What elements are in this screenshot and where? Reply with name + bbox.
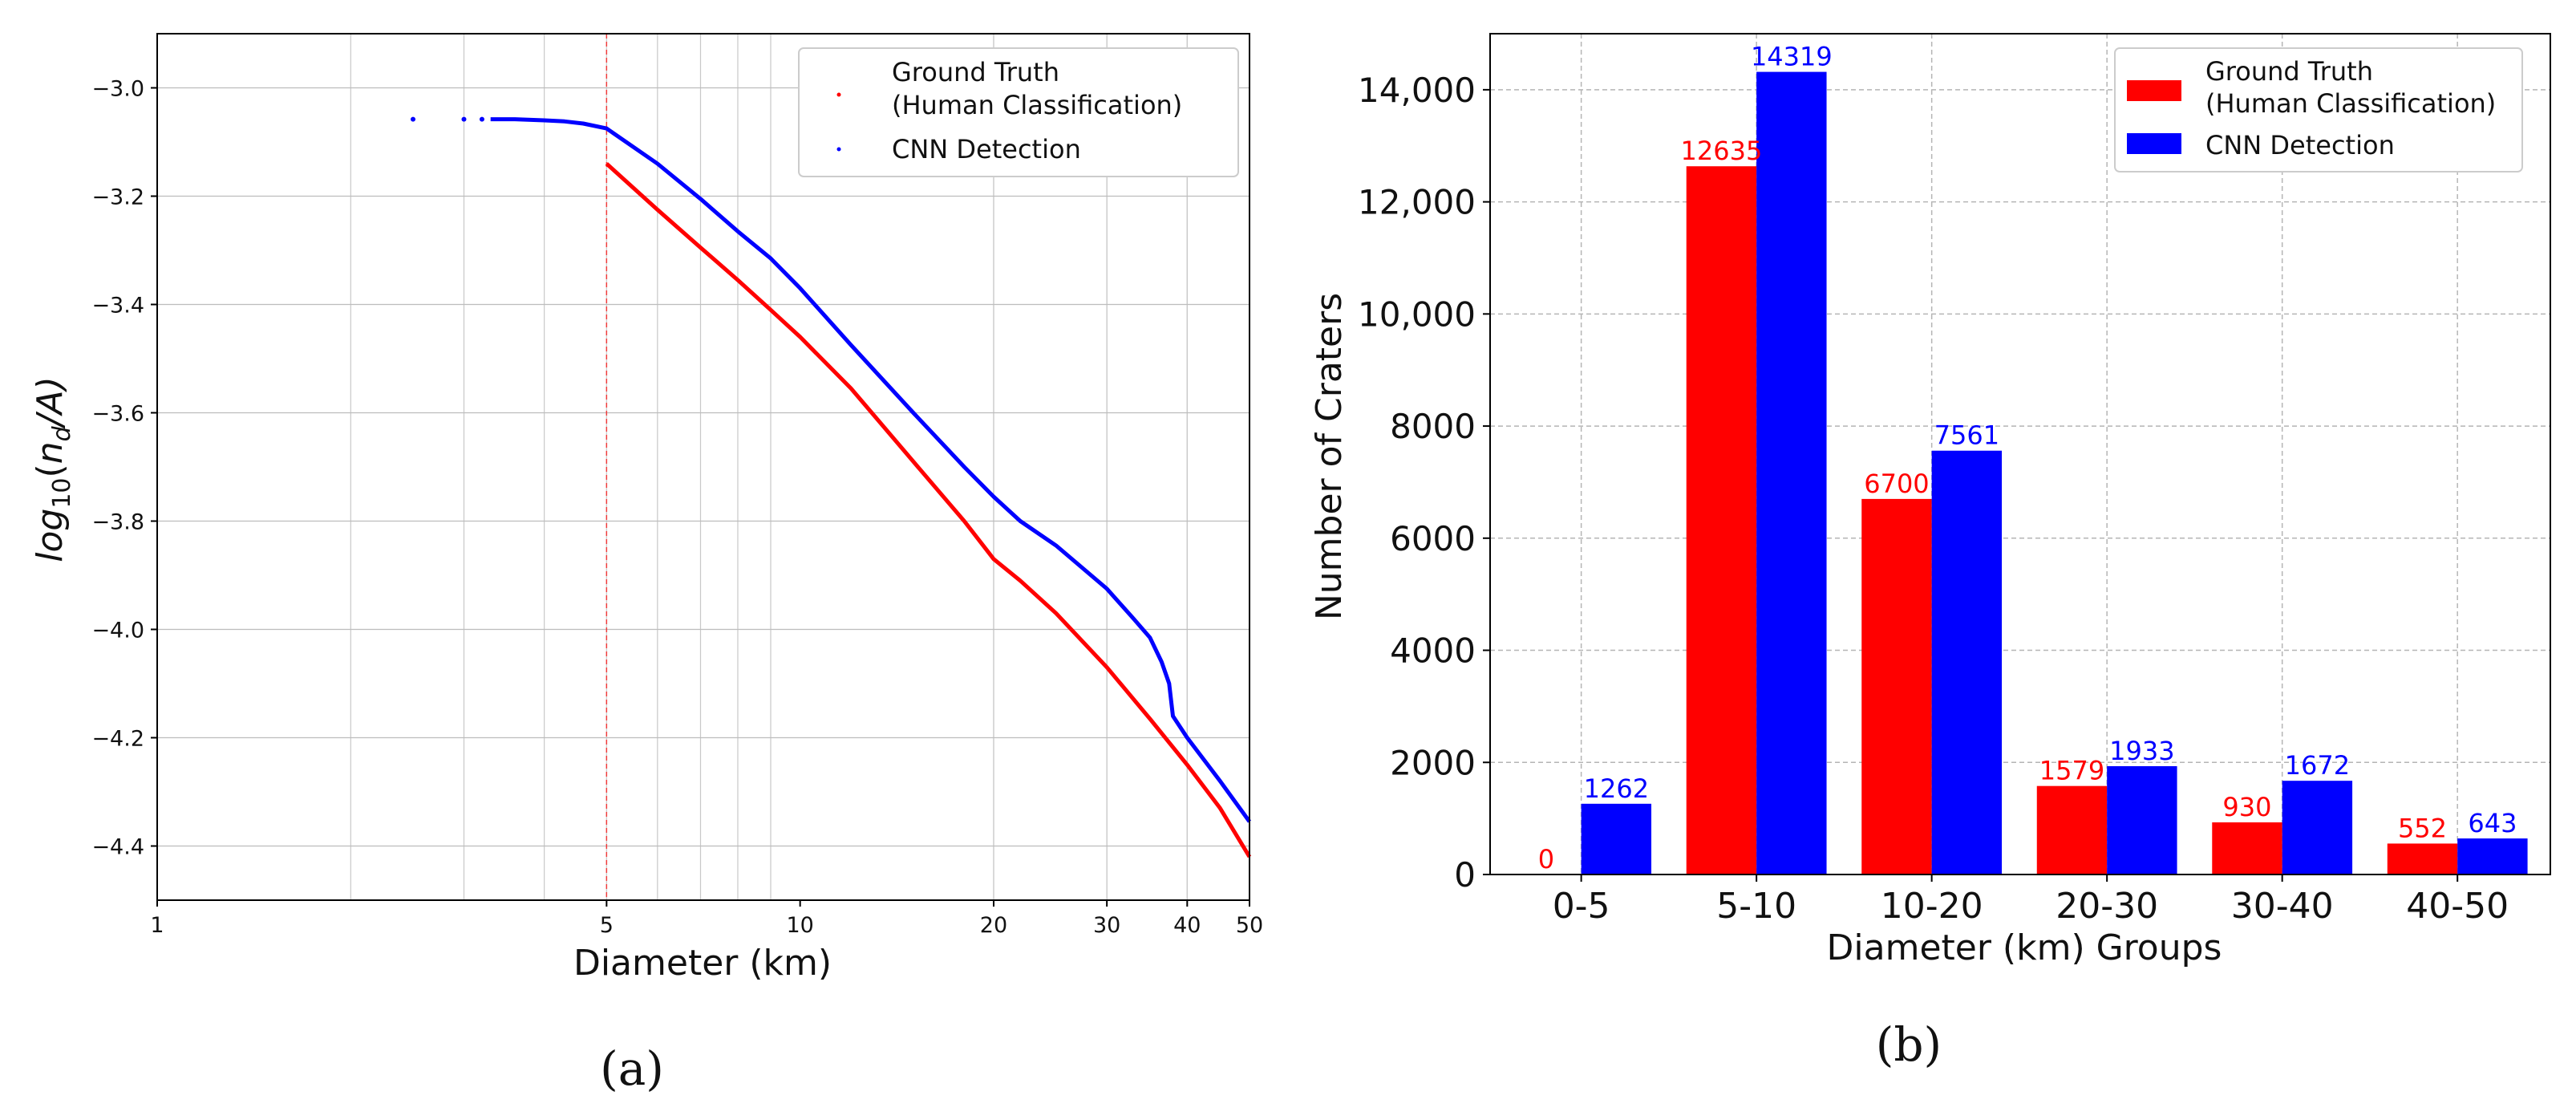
ground-truth-bar-20-30 <box>2036 785 2108 874</box>
chart-b: 0 12635 6700 1579 930 552 1262 14319 7561 1933 167… <box>1309 33 2551 1072</box>
ylabel-rest: /A) <box>30 376 71 429</box>
chart-b-y-tick-label: 14,000 <box>1358 71 1476 110</box>
ground-truth-value-20-30: 1579 <box>2039 756 2104 786</box>
chart-b-x-tick-label: 10-20 <box>1881 886 1983 927</box>
cnn-bar-40-50 <box>2457 838 2528 874</box>
legend-cnn-label: CNN Detection <box>892 134 1081 164</box>
chart-b-legend-box <box>2114 47 2523 172</box>
ground-truth-value-5-10: 12635 <box>1681 136 1763 166</box>
chart-b-y-tick-label: 12,000 <box>1358 183 1476 222</box>
cnn-bar-5-10 <box>1756 71 1827 874</box>
chart-a-y-tick-label: −3.6 <box>91 402 144 427</box>
chart-b-y-tick-label: 6000 <box>1390 519 1476 558</box>
chart-b-frame <box>1489 33 2551 875</box>
chart-a-y-ticks: −3.0 −3.2 −3.4 −3.6 −3.8 −4.0 −4.2 −4.4 <box>91 77 157 860</box>
ylabel-n: n <box>30 441 71 464</box>
cnn-value-10-20: 7561 <box>1934 420 1999 451</box>
ground-truth-line <box>605 162 1252 858</box>
chart-b-y-axis-label: Number of Craters <box>1309 293 1350 620</box>
panel-b-caption: (b) <box>1876 1017 1942 1072</box>
chart-b-y-tick-label: 0 <box>1454 855 1476 895</box>
chart-b-x-tick-label: 40-50 <box>2406 886 2509 927</box>
chart-a-x-tick-label: 10 <box>786 913 813 938</box>
chart-a-y-tick-label: −3.4 <box>91 294 144 319</box>
cnn-bar-20-30 <box>2107 765 2177 874</box>
panel-a-caption: (a) <box>600 1041 664 1096</box>
chart-b-x-tick-label: 5-10 <box>1716 886 1796 927</box>
chart-a-y-tick-label: −3.8 <box>91 510 144 535</box>
cnn-detection-line <box>490 117 1252 823</box>
chart-b-x-tick-label: 30-40 <box>2231 886 2334 927</box>
legend-b-cnn-swatch <box>2127 133 2181 154</box>
chart-a-x-tick-label: 5 <box>600 913 614 938</box>
chart-b-y-ticks: 0 2000 4000 6000 8000 10,000 12,000 14,000 <box>1358 71 1490 895</box>
chart-b-data-labels: 0 12635 6700 1579 930 552 1262 14319 7561 1933 167… <box>1538 42 2517 874</box>
ground-truth-bar-10-20 <box>1861 498 1932 874</box>
ylabel-sub: 10 <box>48 477 76 508</box>
ground-truth-value-40-50: 552 <box>2398 813 2447 843</box>
chart-b-legend: Ground Truth (Human Classification) CNN … <box>2114 47 2523 172</box>
chart-b-y-tick-label: 8000 <box>1390 407 1476 446</box>
chart-b-y-tick-label: 4000 <box>1390 631 1476 671</box>
cnn-value-40-50: 643 <box>2468 808 2517 838</box>
chart-a-y-tick-label: −4.4 <box>91 835 144 860</box>
chart-b-x-ticks: 0-5 5-10 10-20 20-30 30-40 40-50 <box>1553 874 2509 927</box>
legend-gt-marker <box>836 92 841 97</box>
chart-b-y-tick-label: 10,000 <box>1358 294 1476 334</box>
chart-a-x-tick-label: 50 <box>1236 913 1263 938</box>
chart-a-y-tick-label: −3.0 <box>91 77 144 102</box>
cnn-bar-10-20 <box>1931 450 2003 874</box>
chart-a-x-tick-label: 1 <box>150 913 164 938</box>
legend-b-cnn-label: CNN Detection <box>2205 130 2395 160</box>
legend-gt-label-1: Ground Truth <box>892 57 1059 87</box>
legend-b-gt-label-2: (Human Classification) <box>2205 88 2496 119</box>
chart-b-bars <box>1581 71 2528 874</box>
legend-b-gt-label-1: Ground Truth <box>2205 56 2373 87</box>
chart-a: 1 5 10 20 30 40 50 −3.0 −3.2 −3.4 −3.6 −3.8 −4.0 −4.… <box>30 33 1263 1096</box>
chart-a-x-tick-label: 30 <box>1093 913 1120 938</box>
chart-b-y-tick-label: 2000 <box>1390 743 1476 782</box>
ground-truth-bar-40-50 <box>2387 843 2458 874</box>
ylabel-log: log <box>30 509 71 562</box>
ground-truth-value-10-20: 6700 <box>1864 469 1929 499</box>
chart-a-x-ticks: 1 5 10 20 30 40 50 <box>150 900 1263 938</box>
cnn-detection-point <box>411 116 416 122</box>
chart-b-x-axis-label: Diameter (km) Groups <box>1827 927 2222 968</box>
legend-b-gt-swatch <box>2127 80 2181 101</box>
ground-truth-bar-5-10 <box>1686 166 1757 874</box>
ground-truth-value-30-40: 930 <box>2222 792 2271 822</box>
chart-a-series <box>411 116 1252 858</box>
cnn-value-0-5: 1262 <box>1584 773 1649 804</box>
cnn-value-20-30: 1933 <box>2109 736 2174 766</box>
cnn-bar-30-40 <box>2282 781 2353 874</box>
ylabel-open: ( <box>30 464 71 477</box>
cnn-bar-0-5 <box>1581 803 1652 874</box>
chart-a-x-axis-label: Diameter (km) <box>573 943 832 984</box>
chart-a-y-tick-label: −4.2 <box>91 727 144 752</box>
chart-a-legend-box <box>798 47 1239 177</box>
chart-b-x-tick-label: 0-5 <box>1553 886 1610 927</box>
legend-gt-label-2: (Human Classification) <box>892 90 1182 120</box>
chart-b-x-tick-label: 20-30 <box>2056 886 2158 927</box>
chart-a-frame <box>156 33 1250 901</box>
cnn-value-5-10: 14319 <box>1751 42 1833 72</box>
chart-a-x-tick-label: 20 <box>980 913 1007 938</box>
chart-a-legend: Ground Truth (Human Classification) CNN … <box>798 47 1239 177</box>
chart-a-y-tick-label: −3.2 <box>91 185 144 210</box>
chart-a-x-tick-label: 40 <box>1173 913 1201 938</box>
chart-a-y-tick-label: −4.0 <box>91 619 144 643</box>
ylabel-d: d <box>48 425 76 441</box>
cnn-value-30-40: 1672 <box>2285 750 2350 781</box>
chart-a-gridlines <box>157 34 1250 900</box>
cnn-detection-point <box>479 116 484 122</box>
chart-a-y-axis-label: log10(nd/A) <box>30 376 76 562</box>
cnn-detection-point <box>461 116 467 122</box>
ground-truth-value-0-5: 0 <box>1538 844 1554 874</box>
ground-truth-bar-30-40 <box>2212 822 2282 874</box>
legend-cnn-marker <box>836 147 841 152</box>
